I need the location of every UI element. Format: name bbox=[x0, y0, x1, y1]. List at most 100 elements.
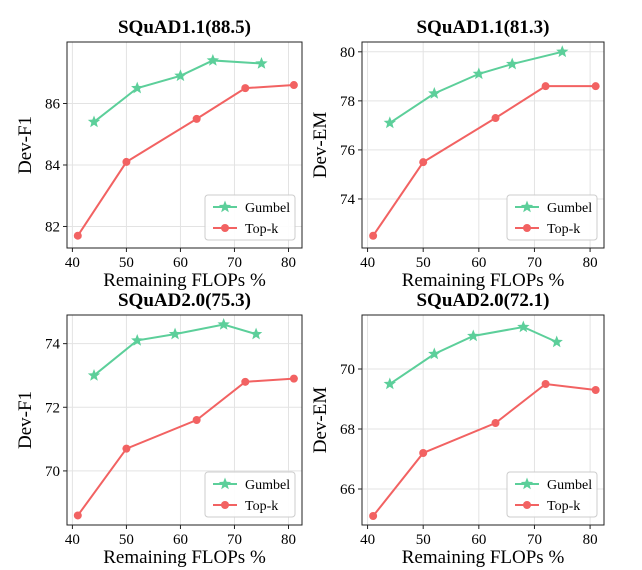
legend: Gumbel Top-k bbox=[204, 194, 296, 241]
y-tick-label: 78 bbox=[340, 94, 355, 110]
chart-panel-3: 40 50 60 70 80 70 72 74 SQuAD2.0(75.3) Remaining … bbox=[15, 290, 303, 568]
legend-label: Gumbel bbox=[245, 201, 290, 216]
y-axis-label: Dev-F1 bbox=[15, 391, 36, 449]
x-tick-label: 60 bbox=[471, 255, 486, 271]
legend-label: Top-k bbox=[245, 499, 278, 514]
x-tick-label: 60 bbox=[173, 532, 188, 548]
y-tick-label: 74 bbox=[340, 192, 356, 208]
data-point-star bbox=[428, 87, 441, 99]
y-axis-label: Dev-EM bbox=[310, 112, 331, 179]
x-tick-label: 50 bbox=[119, 532, 134, 548]
data-point-circle bbox=[122, 444, 131, 453]
legend-label: Gumbel bbox=[547, 478, 592, 493]
x-tick-label: 40 bbox=[65, 532, 80, 548]
data-point-star bbox=[206, 53, 220, 66]
plot-frame bbox=[66, 41, 303, 249]
data-point-star bbox=[168, 327, 182, 340]
series-line-gumbel bbox=[389, 50, 563, 124]
data-point-circle bbox=[241, 377, 250, 386]
legend-label: Top-k bbox=[547, 499, 580, 514]
chart-title: SQuAD1.1(88.5) bbox=[118, 17, 251, 38]
chart-title: SQuAD1.1(81.3) bbox=[416, 17, 549, 38]
x-tick-label: 80 bbox=[583, 255, 598, 271]
y-tick-label: 86 bbox=[45, 96, 61, 112]
legend-circle-marker bbox=[523, 224, 531, 232]
chart-panel-2: 40 50 60 70 80 74 76 78 80 SQuAD1.1(81.3) Remainin… bbox=[310, 17, 605, 291]
plot-frame bbox=[66, 314, 303, 526]
data-point-circle bbox=[369, 231, 378, 240]
y-tick-label: 66 bbox=[340, 482, 356, 498]
data-point-circle bbox=[491, 114, 500, 123]
x-tick-label: 70 bbox=[227, 255, 242, 271]
data-point-star bbox=[249, 327, 263, 340]
x-tick-label: 60 bbox=[471, 532, 486, 548]
legend: Gumbel Top-k bbox=[506, 194, 598, 241]
legend-star-marker bbox=[520, 200, 534, 213]
y-axis-label: Dev-EM bbox=[310, 387, 331, 454]
chart-title: SQuAD2.0(75.3) bbox=[118, 290, 251, 311]
data-point-star bbox=[472, 67, 486, 80]
legend-circle-marker bbox=[221, 224, 229, 232]
chart-panel-1: 40 50 60 70 80 82 84 86 SQuAD1.1(88.5) Remaining … bbox=[15, 17, 303, 291]
data-point-circle bbox=[541, 380, 550, 388]
data-point-circle bbox=[419, 449, 428, 457]
chart-title: SQuAD2.0(72.1) bbox=[416, 290, 549, 311]
series-line-gumbel bbox=[93, 59, 262, 123]
y-tick-label: 68 bbox=[340, 422, 355, 438]
data-point-star bbox=[467, 329, 480, 342]
data-point-star bbox=[550, 335, 563, 348]
data-point-star bbox=[556, 45, 569, 58]
x-tick-label: 70 bbox=[527, 255, 542, 271]
y-tick-label: 84 bbox=[45, 158, 61, 174]
data-point-star bbox=[87, 115, 101, 128]
legend-label: Top-k bbox=[245, 222, 278, 237]
x-tick-label: 60 bbox=[173, 255, 188, 271]
x-tick-label: 80 bbox=[281, 532, 296, 548]
x-axis-label: Remaining FLOPs % bbox=[402, 270, 565, 291]
x-tick-label: 80 bbox=[281, 255, 296, 271]
data-point-star bbox=[506, 57, 519, 70]
x-tick-label: 40 bbox=[360, 255, 375, 271]
data-point-circle bbox=[122, 157, 131, 166]
data-point-circle bbox=[289, 81, 298, 90]
x-tick-label: 50 bbox=[119, 255, 134, 271]
x-axis-label: Remaining FLOPs % bbox=[103, 547, 266, 568]
y-tick-label: 70 bbox=[340, 362, 355, 378]
legend: Gumbel Top-k bbox=[506, 471, 598, 518]
x-axis-label: Remaining FLOPs % bbox=[103, 270, 266, 291]
data-point-circle bbox=[289, 374, 298, 383]
data-point-star bbox=[383, 377, 396, 390]
plot-frame bbox=[361, 41, 605, 249]
legend-label: Gumbel bbox=[245, 478, 290, 493]
y-axis-label: Dev-F1 bbox=[15, 116, 36, 174]
x-tick-label: 40 bbox=[65, 255, 80, 271]
data-point-star bbox=[517, 320, 530, 333]
data-point-circle bbox=[369, 512, 378, 520]
legend: Gumbel Top-k bbox=[204, 471, 296, 518]
data-point-star bbox=[383, 116, 396, 129]
data-point-star bbox=[255, 57, 268, 69]
y-tick-label: 74 bbox=[45, 337, 61, 353]
plot-frame bbox=[361, 314, 605, 526]
x-tick-label: 70 bbox=[227, 532, 242, 548]
y-tick-label: 76 bbox=[340, 143, 356, 159]
data-point-circle bbox=[241, 84, 250, 93]
legend-label: Gumbel bbox=[547, 201, 592, 216]
y-tick-label: 80 bbox=[340, 45, 355, 61]
data-point-circle bbox=[419, 158, 428, 167]
x-tick-label: 80 bbox=[583, 532, 598, 548]
data-point-star bbox=[131, 333, 144, 346]
legend-circle-marker bbox=[221, 501, 229, 509]
data-point-star bbox=[428, 347, 441, 360]
x-tick-label: 70 bbox=[527, 532, 542, 548]
data-point-circle bbox=[591, 82, 600, 91]
data-point-circle bbox=[73, 231, 82, 240]
x-axis-label: Remaining FLOPs % bbox=[402, 547, 565, 568]
x-tick-label: 40 bbox=[360, 532, 375, 548]
data-point-circle bbox=[491, 419, 500, 427]
legend-star-marker bbox=[218, 477, 232, 490]
data-point-circle bbox=[192, 114, 201, 123]
chart-panel-4: 40 50 60 70 80 66 68 70 SQuAD2.0(72.1) Remaining … bbox=[310, 290, 605, 568]
data-point-star bbox=[87, 368, 101, 381]
data-point-star bbox=[174, 69, 187, 82]
